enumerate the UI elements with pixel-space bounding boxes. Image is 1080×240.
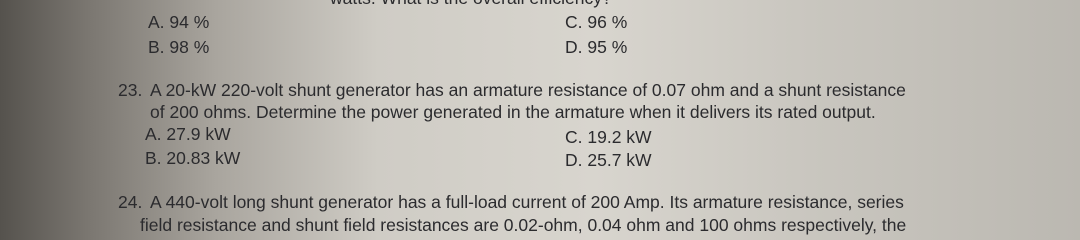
choice: B. 98 % (148, 37, 210, 57)
choice: C. 96 % (565, 12, 628, 32)
question-text: of 200 ohms. Determine the power generat… (150, 102, 876, 122)
choice: D. 95 % (565, 37, 628, 57)
choice: A. 94 % (148, 12, 210, 32)
choice: D. 25.7 kW (565, 150, 652, 170)
question-text: field resistance and shunt field resista… (140, 215, 907, 235)
question-tail: watts. What is the overall efficiency? (330, 0, 612, 8)
question-text: A 440-volt long shunt generator has a fu… (150, 192, 904, 212)
question-text: A 20-kW 220-volt shunt generator has an … (150, 80, 906, 100)
choice: C. 19.2 kW (565, 127, 652, 147)
choice: B. 20.83 kW (145, 148, 241, 168)
question-number: 23. (118, 80, 143, 100)
choice: A. 27.9 kW (145, 124, 231, 144)
question-number: 24. (118, 192, 143, 212)
